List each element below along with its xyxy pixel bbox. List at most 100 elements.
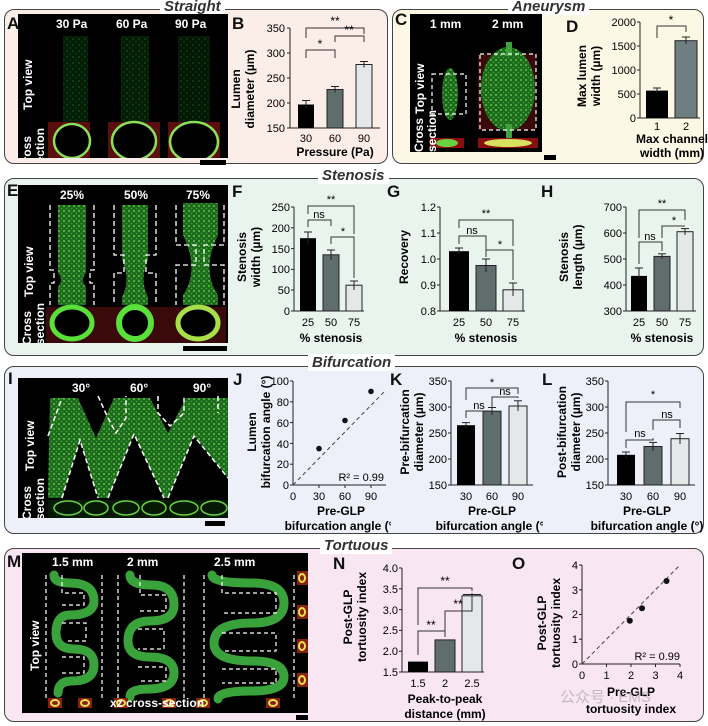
panel-letter-c: C bbox=[395, 10, 408, 29]
panel-letter-b: B bbox=[232, 14, 245, 33]
svg-text:**: ** bbox=[426, 618, 436, 632]
svg-text:Post-bifurcation: Post-bifurcation bbox=[555, 386, 569, 478]
svg-text:20: 20 bbox=[277, 459, 289, 471]
section-title-stenosis: Stenosis bbox=[318, 167, 389, 184]
label-1mm: 1 mm bbox=[430, 17, 462, 31]
panel-letter-e: E bbox=[7, 181, 19, 200]
svg-text:**: ** bbox=[440, 574, 450, 588]
panel-letter-a: A bbox=[7, 14, 20, 33]
chart-o: Post-GLP tortuosity index 0 1 2 3 4 R² = 0.9… bbox=[535, 560, 683, 716]
svg-text:2.0: 2.0 bbox=[383, 646, 398, 658]
panel-letter-h: H bbox=[541, 182, 554, 201]
svg-text:80: 80 bbox=[277, 397, 289, 409]
label-cross-section-e: Cross section bbox=[20, 302, 47, 343]
svg-text:30: 30 bbox=[300, 133, 312, 145]
svg-text:Max channel: Max channel bbox=[636, 132, 708, 146]
label-top-view-m: Top view bbox=[28, 620, 42, 671]
svg-text:3.0: 3.0 bbox=[383, 605, 398, 617]
label-90deg: 90° bbox=[193, 381, 212, 395]
micrograph-a: 30 Pa 60 Pa 90 Pa Top view Cross section bbox=[18, 14, 228, 158]
label-60deg: 60° bbox=[130, 381, 149, 395]
watermark: 公众号 · EMS bbox=[560, 689, 651, 706]
svg-text:tortuosity index: tortuosity index bbox=[355, 572, 369, 662]
svg-text:*: * bbox=[669, 14, 674, 27]
chart-l: Post-bifurcation diameter (µm) 150 200 250… bbox=[555, 376, 703, 533]
label-25pct: 25% bbox=[60, 188, 85, 202]
label-30pa: 30 Pa bbox=[56, 17, 88, 31]
svg-text:Lumen: Lumen bbox=[229, 69, 243, 108]
svg-text:Lumen: Lumen bbox=[246, 412, 259, 451]
svg-text:width (µm): width (µm) bbox=[589, 46, 603, 107]
svg-text:25: 25 bbox=[453, 317, 465, 329]
svg-text:60: 60 bbox=[277, 418, 289, 430]
svg-text:0: 0 bbox=[284, 306, 290, 318]
svg-text:150: 150 bbox=[272, 244, 290, 256]
svg-text:1: 1 bbox=[603, 670, 609, 682]
svg-text:ns: ns bbox=[499, 386, 511, 398]
svg-text:500: 500 bbox=[604, 254, 622, 266]
svg-text:2.5: 2.5 bbox=[464, 678, 479, 690]
svg-text:diameter (µm): diameter (µm) bbox=[412, 393, 426, 472]
label-cross-section: Cross section bbox=[20, 127, 47, 158]
svg-text:400: 400 bbox=[604, 280, 622, 292]
label-60pa: 60 Pa bbox=[116, 17, 148, 31]
svg-text:% stenosis: % stenosis bbox=[455, 331, 518, 345]
section-title-bifurcation: Bifurcation bbox=[308, 354, 396, 371]
svg-text:ns: ns bbox=[644, 231, 656, 243]
svg-text:width (mm): width (mm) bbox=[639, 146, 704, 160]
svg-text:Pressure (Pa): Pressure (Pa) bbox=[296, 145, 373, 159]
micrograph-i: 30° 60° 90° Top view Cross section bbox=[18, 378, 228, 518]
scale-bar-e bbox=[183, 346, 227, 351]
svg-text:60: 60 bbox=[486, 491, 498, 503]
svg-text:ns: ns bbox=[466, 225, 478, 237]
svg-text:Pre-GLP: Pre-GLP bbox=[468, 504, 516, 518]
svg-text:1.5: 1.5 bbox=[410, 678, 425, 690]
svg-text:200: 200 bbox=[267, 98, 285, 110]
panel-letter-i: I bbox=[8, 369, 13, 388]
svg-text:4: 4 bbox=[677, 670, 683, 682]
svg-text:ns: ns bbox=[473, 400, 485, 412]
svg-text:*: * bbox=[341, 226, 346, 238]
svg-text:100: 100 bbox=[272, 264, 290, 276]
svg-text:1.2: 1.2 bbox=[421, 202, 436, 214]
section-title-tortuous: Tortuous bbox=[320, 537, 393, 554]
svg-text:1.5: 1.5 bbox=[383, 667, 398, 679]
svg-text:Stenosis: Stenosis bbox=[557, 232, 571, 282]
svg-text:150: 150 bbox=[586, 480, 604, 492]
svg-text:300: 300 bbox=[604, 306, 622, 318]
svg-text:% stenosis: % stenosis bbox=[631, 331, 694, 345]
svg-text:ns: ns bbox=[661, 409, 673, 421]
svg-text:**: ** bbox=[453, 597, 463, 611]
svg-text:*: * bbox=[498, 239, 503, 251]
svg-text:ns: ns bbox=[634, 428, 646, 440]
panel-letter-n: N bbox=[333, 554, 346, 573]
svg-text:300: 300 bbox=[586, 402, 604, 414]
svg-text:4: 4 bbox=[572, 560, 578, 572]
svg-text:300: 300 bbox=[267, 48, 285, 60]
svg-text:2: 2 bbox=[442, 678, 448, 690]
svg-text:Recovery: Recovery bbox=[397, 230, 411, 284]
svg-text:% stenosis: % stenosis bbox=[300, 331, 363, 345]
svg-text:50: 50 bbox=[480, 317, 492, 329]
svg-text:200: 200 bbox=[272, 223, 290, 235]
svg-text:0.8: 0.8 bbox=[421, 306, 436, 318]
panel-letter-j: J bbox=[233, 370, 243, 389]
svg-text:1500: 1500 bbox=[612, 41, 636, 53]
svg-text:Pre-bifurcation: Pre-bifurcation bbox=[398, 389, 412, 474]
panel-letter-g: G bbox=[387, 182, 401, 201]
svg-text:Max lumen: Max lumen bbox=[575, 45, 589, 107]
svg-text:25: 25 bbox=[302, 317, 314, 329]
label-2p5mm: 2.5 mm bbox=[214, 555, 256, 569]
label-top-view-i: Top view bbox=[23, 420, 37, 471]
svg-text:25: 25 bbox=[633, 317, 645, 329]
svg-text:2.5: 2.5 bbox=[383, 625, 398, 637]
svg-text:Peak-to-peak: Peak-to-peak bbox=[408, 692, 483, 706]
svg-text:2000: 2000 bbox=[612, 17, 636, 29]
svg-text:2: 2 bbox=[628, 670, 634, 682]
svg-text:150: 150 bbox=[267, 123, 285, 135]
scale-bar-a bbox=[200, 160, 226, 165]
panel-letter-m: M bbox=[7, 552, 22, 571]
svg-text:100: 100 bbox=[271, 376, 289, 388]
r-squared-o: R² = 0.99 bbox=[634, 651, 680, 663]
svg-text:30: 30 bbox=[460, 491, 472, 503]
